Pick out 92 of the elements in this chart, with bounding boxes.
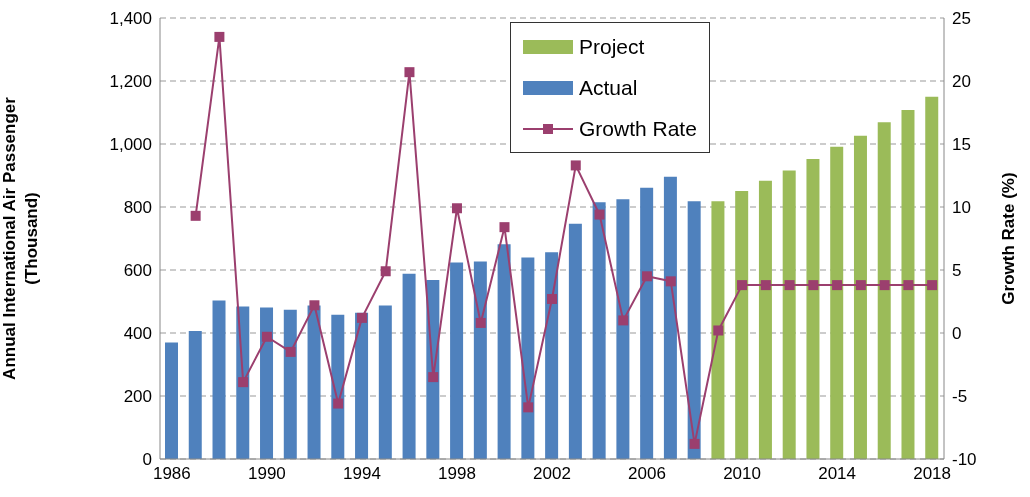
bar <box>212 300 226 459</box>
point <box>428 372 439 383</box>
bar <box>758 180 772 459</box>
y-tick-label: 1,000 <box>109 135 152 155</box>
x-tick-label: 1990 <box>248 464 286 484</box>
point <box>261 331 272 342</box>
bar <box>711 201 725 459</box>
bar <box>877 122 891 459</box>
bar <box>663 176 677 459</box>
x-tick-label: 1986 <box>152 464 191 484</box>
bar <box>402 273 416 459</box>
point <box>214 31 225 42</box>
y2-tick-label: 15 <box>952 135 971 155</box>
bar <box>497 244 511 459</box>
y-tick-label: 400 <box>123 324 152 344</box>
x-tick-label: 2010 <box>723 464 761 484</box>
y-tick-label: 1,200 <box>109 72 152 92</box>
point <box>665 276 676 287</box>
point <box>903 280 914 291</box>
point <box>642 271 653 282</box>
point <box>808 280 819 291</box>
point <box>475 317 486 328</box>
y2-axis-title: Growth Rate (%) <box>999 172 1018 305</box>
bar <box>188 331 202 459</box>
bar <box>165 342 178 459</box>
bar <box>782 170 796 459</box>
bar <box>806 159 820 459</box>
point <box>451 203 462 214</box>
point <box>238 377 249 388</box>
point <box>190 210 201 221</box>
y-tick-label: 1,400 <box>109 9 152 29</box>
bar <box>616 199 630 459</box>
point <box>784 280 795 291</box>
point <box>737 280 748 291</box>
y2-tick-label: 25 <box>952 9 971 29</box>
point <box>309 300 320 311</box>
bar <box>521 257 535 459</box>
point <box>760 280 771 291</box>
y-axis-title: Annual International Air Passenger (Thousand) <box>0 96 41 380</box>
y-tick-label: 200 <box>123 387 152 407</box>
bar <box>925 96 939 459</box>
bar <box>735 190 749 459</box>
x-tick-label: 2018 <box>913 464 952 484</box>
legend-label: Project <box>579 34 645 59</box>
bar <box>307 305 321 459</box>
bar <box>260 307 274 459</box>
point <box>689 438 700 449</box>
y-tick-label: 800 <box>123 198 152 218</box>
point <box>855 280 866 291</box>
point <box>713 325 724 336</box>
bar <box>687 201 701 459</box>
legend-label: Actual <box>579 75 638 100</box>
bar <box>901 109 915 459</box>
bar <box>853 135 867 459</box>
bar <box>545 252 559 459</box>
point <box>927 280 938 291</box>
point <box>380 266 391 277</box>
bar <box>450 262 464 459</box>
y-tick-label: 600 <box>123 261 152 281</box>
y-tick-label: 0 <box>142 450 152 470</box>
x-tick-label: 1998 <box>438 464 476 484</box>
point <box>285 346 296 357</box>
point <box>879 280 890 291</box>
y2-tick-label: 5 <box>952 261 962 281</box>
x-tick-label: 2002 <box>533 464 571 484</box>
bar <box>355 312 369 459</box>
y2-tick-label: -10 <box>952 450 977 470</box>
y2-tick-label: 20 <box>952 72 971 92</box>
x-tick-label: 1994 <box>343 464 381 484</box>
point <box>404 67 415 78</box>
point <box>618 315 629 326</box>
point <box>499 222 510 233</box>
bar <box>283 309 297 459</box>
point <box>570 160 581 171</box>
point <box>333 398 344 409</box>
y2-tick-label: 10 <box>952 198 971 218</box>
point <box>594 209 605 220</box>
bar <box>640 187 654 459</box>
point <box>547 293 557 304</box>
point <box>356 312 367 323</box>
point <box>523 402 534 413</box>
bar <box>473 261 487 459</box>
bar <box>568 223 582 459</box>
y2-tick-label: 0 <box>952 324 962 344</box>
bar <box>592 202 606 459</box>
point <box>832 280 843 291</box>
bar <box>378 305 392 459</box>
bar <box>830 146 844 459</box>
x-tick-label: 2006 <box>628 464 666 484</box>
y2-tick-label: -5 <box>952 387 968 407</box>
legend-label: Growth Rate <box>579 116 697 141</box>
x-tick-label: 2014 <box>818 464 856 484</box>
